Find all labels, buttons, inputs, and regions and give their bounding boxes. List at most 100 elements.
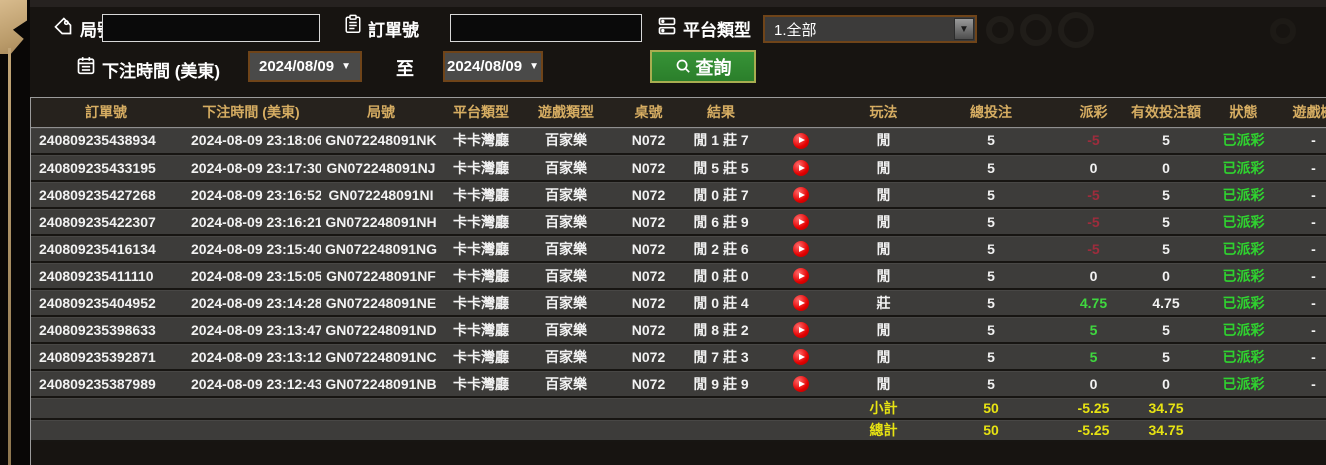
cell-valid: 5: [1126, 235, 1206, 263]
date-from-value: 2024/08/09: [259, 58, 335, 75]
total-row: 總計 50 -5.25 34.75: [31, 419, 1326, 442]
cell-order: 240809235398633: [31, 316, 181, 344]
replay-play-icon[interactable]: [793, 160, 809, 177]
cell-platform: 卡卡灣廳: [441, 181, 521, 209]
cell-bet: 閒: [846, 262, 921, 290]
replay-cell: [756, 154, 846, 182]
replay-play-icon[interactable]: [793, 268, 809, 285]
cell-round: GN072248091NE: [321, 289, 441, 317]
column-header: 結果: [686, 98, 756, 128]
cell-platform: 卡卡灣廳: [441, 316, 521, 344]
cell-table_no: N072: [611, 370, 686, 398]
round-input[interactable]: [102, 14, 320, 42]
dropdown-caret-icon: ▼: [954, 18, 974, 40]
calendar-icon: [76, 54, 96, 76]
subtotal-row: 小計 50 -5.25 34.75: [31, 397, 1326, 420]
cell-valid: 5: [1126, 316, 1206, 344]
cell-result: 閒 0 莊 4: [686, 289, 756, 317]
cell-order: 240809235411110: [31, 262, 181, 290]
table-row: 240809235387989 2024-08-09 23:12:43 GN0722…: [31, 370, 1326, 398]
replay-cell: [756, 208, 846, 236]
summary-stake: 50: [921, 397, 1061, 420]
replay-play-icon[interactable]: [793, 187, 809, 204]
query-button-label: 查詢: [695, 57, 732, 78]
date-to-select[interactable]: 2024/08/09 ▼: [443, 51, 543, 82]
cell-round: GN072248091NF: [321, 262, 441, 290]
cell-round: GN072248091NI: [321, 181, 441, 209]
replay-play-icon[interactable]: [793, 241, 809, 258]
cell-payout: 5: [1061, 343, 1126, 371]
summary-label: 總計: [846, 419, 921, 442]
background-ring: [1270, 18, 1296, 44]
replay-cell: [756, 343, 846, 371]
cell-game: 百家樂: [521, 154, 611, 182]
summary-label: 小計: [846, 397, 921, 420]
cell-result: 閒 6 莊 9: [686, 208, 756, 236]
cell-payout: 0: [1061, 154, 1126, 182]
table-row: 240809235427268 2024-08-09 23:16:52 GN0722…: [31, 181, 1326, 209]
table-row: 240809235416134 2024-08-09 23:15:40 GN0722…: [31, 235, 1326, 263]
replay-play-icon[interactable]: [793, 322, 809, 339]
cell-game: 百家樂: [521, 181, 611, 209]
cell-extra: -: [1281, 208, 1326, 236]
background-ring: [1020, 14, 1052, 46]
platform-filter-label: 平台類型: [683, 21, 751, 40]
dropdown-caret-icon: ▼: [341, 61, 351, 72]
cell-stake: 5: [921, 343, 1061, 371]
table-row: 240809235392871 2024-08-09 23:13:12 GN0722…: [31, 343, 1326, 371]
cell-round: GN072248091NB: [321, 370, 441, 398]
table-row: 240809235433195 2024-08-09 23:17:30 GN0722…: [31, 154, 1326, 182]
replay-play-icon[interactable]: [793, 132, 809, 149]
replay-play-icon[interactable]: [793, 295, 809, 312]
column-header: 玩法: [846, 98, 921, 128]
ribbon-decoration: [0, 0, 27, 54]
cell-payout: -5: [1061, 235, 1126, 263]
cell-valid: 5: [1126, 127, 1206, 155]
cell-table_no: N072: [611, 127, 686, 155]
summary-payout: -5.25: [1061, 419, 1126, 442]
cell-status: 已派彩: [1206, 343, 1281, 371]
query-button[interactable]: 查詢: [650, 50, 756, 83]
cell-status: 已派彩: [1206, 370, 1281, 398]
replay-cell: [756, 262, 846, 290]
replay-play-icon[interactable]: [793, 214, 809, 231]
cell-stake: 5: [921, 370, 1061, 398]
clipboard-icon: [344, 13, 362, 35]
date-to-value: 2024/08/09: [447, 58, 523, 75]
platform-select[interactable]: 1.全部 ▼: [763, 15, 977, 43]
cell-payout: 0: [1061, 370, 1126, 398]
cell-payout: 4.75: [1061, 289, 1126, 317]
column-header: 總投注: [921, 98, 1061, 128]
cell-valid: 5: [1126, 343, 1206, 371]
date-from-select[interactable]: 2024/08/09 ▼: [248, 51, 362, 82]
cell-table_no: N072: [611, 181, 686, 209]
cell-stake: 5: [921, 235, 1061, 263]
cell-result: 閒 0 莊 7: [686, 181, 756, 209]
cell-payout: 5: [1061, 316, 1126, 344]
empty-cell: [31, 419, 846, 442]
column-header: 狀態: [1206, 98, 1281, 128]
cell-game: 百家樂: [521, 343, 611, 371]
replay-play-icon[interactable]: [793, 376, 809, 393]
cell-stake: 5: [921, 289, 1061, 317]
cell-platform: 卡卡灣廳: [441, 343, 521, 371]
cell-bet: 閒: [846, 127, 921, 155]
cell-stake: 5: [921, 127, 1061, 155]
replay-play-icon[interactable]: [793, 349, 809, 366]
cell-game: 百家樂: [521, 289, 611, 317]
table-row: 240809235404952 2024-08-09 23:14:28 GN0722…: [31, 289, 1326, 317]
column-header: 局號: [321, 98, 441, 128]
cell-time: 2024-08-09 23:15:40: [181, 235, 321, 263]
cell-valid: 0: [1126, 154, 1206, 182]
cell-valid: 5: [1126, 181, 1206, 209]
cell-round: GN072248091NK: [321, 127, 441, 155]
empty-cell: [31, 397, 846, 420]
order-input[interactable]: [450, 14, 642, 42]
cell-game: 百家樂: [521, 127, 611, 155]
cell-table_no: N072: [611, 154, 686, 182]
cell-valid: 5: [1126, 208, 1206, 236]
replay-cell: [756, 316, 846, 344]
cell-extra: -: [1281, 289, 1326, 317]
records-table: 訂單號 下注時間 (美東) 局號 平台類型 遊戲類型 桌號 結果 玩法 總投注 派彩 有效投注額 狀態…: [31, 98, 1326, 442]
